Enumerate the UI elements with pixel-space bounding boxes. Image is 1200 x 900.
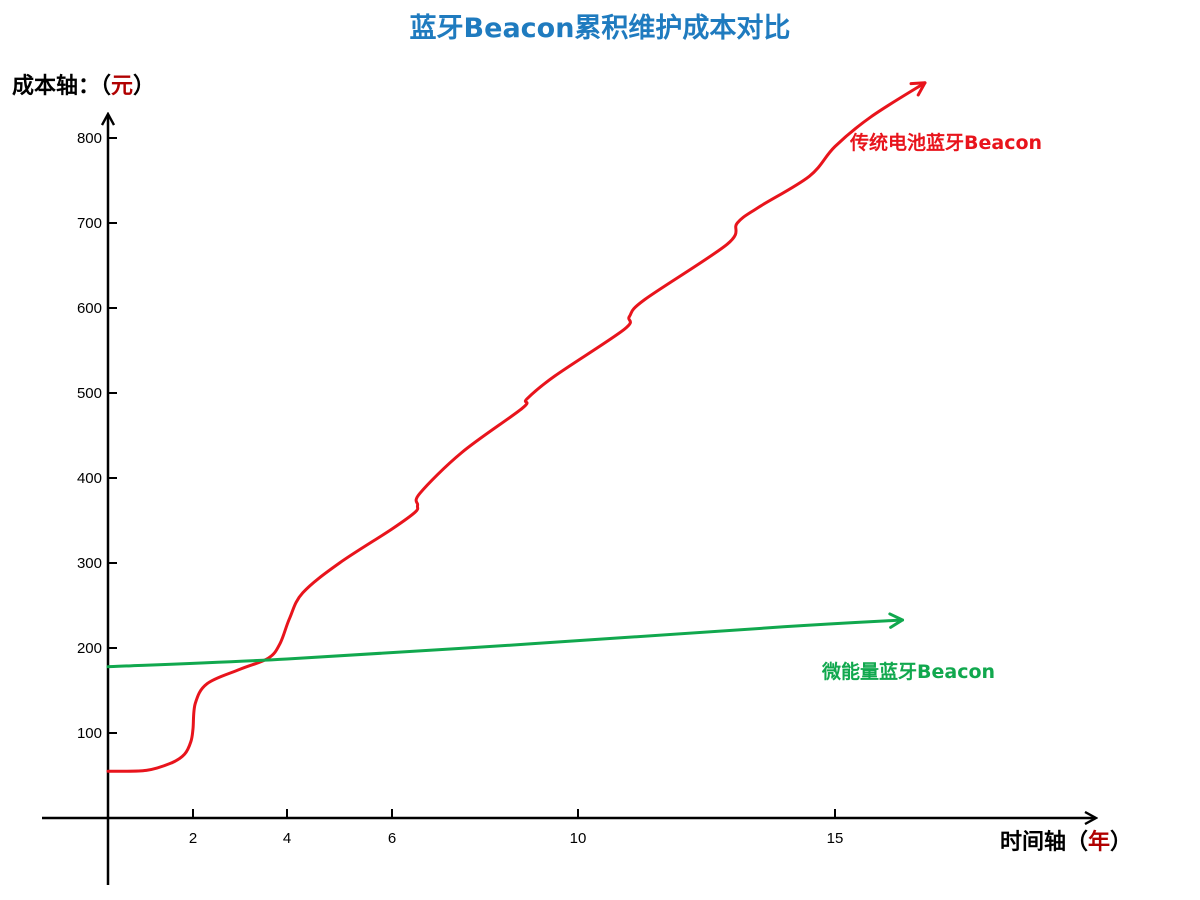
x-axis-label-suffix: ） — [1110, 829, 1133, 855]
chart-title: 蓝牙Beacon累积维护成本对比 — [409, 13, 791, 44]
x-axis-label-prefix: 时间轴（ — [1000, 829, 1089, 855]
x-tick-label: 10 — [570, 830, 587, 847]
series-arrowhead-energy-harvesting-beacon — [888, 612, 904, 629]
series-label-battery-beacon: 传统电池蓝牙Beacon — [850, 132, 1043, 154]
y-tick-label: 800 — [77, 130, 102, 147]
y-axis-unit: 元 — [111, 73, 134, 99]
series-line-battery-beacon — [106, 81, 927, 773]
series-label-energy-harvesting-beacon: 微能量蓝牙Beacon — [822, 661, 996, 683]
series-arrowhead-battery-beacon — [909, 81, 927, 97]
y-tick-label: 300 — [77, 555, 102, 572]
x-axis-unit: 年 — [1088, 829, 1111, 855]
y-axis-label-prefix: 成本轴：（ — [12, 73, 112, 99]
x-tick-label: 15 — [827, 830, 844, 847]
x-axis-label: 时间轴（年） — [1000, 824, 1132, 856]
series-line-energy-harvesting-beacon — [106, 618, 904, 669]
y-tick-label: 500 — [77, 385, 102, 402]
y-tick-label: 400 — [77, 470, 102, 487]
ticks: 2 4 6 10 15 100 200 300 400 500 600 700 800 — [77, 130, 843, 847]
y-tick-label: 700 — [77, 215, 102, 232]
x-tick-label: 2 — [189, 830, 197, 847]
x-tick-label: 4 — [283, 830, 291, 847]
y-tick-label: 100 — [77, 725, 102, 742]
axes — [42, 114, 1096, 885]
y-tick-label: 200 — [77, 640, 102, 657]
series-layer — [106, 81, 927, 773]
y-axis-label: 成本轴：（元） — [12, 68, 155, 100]
x-tick-label: 6 — [388, 830, 396, 847]
y-tick-label: 600 — [77, 300, 102, 317]
y-axis-label-suffix: ） — [133, 73, 156, 99]
